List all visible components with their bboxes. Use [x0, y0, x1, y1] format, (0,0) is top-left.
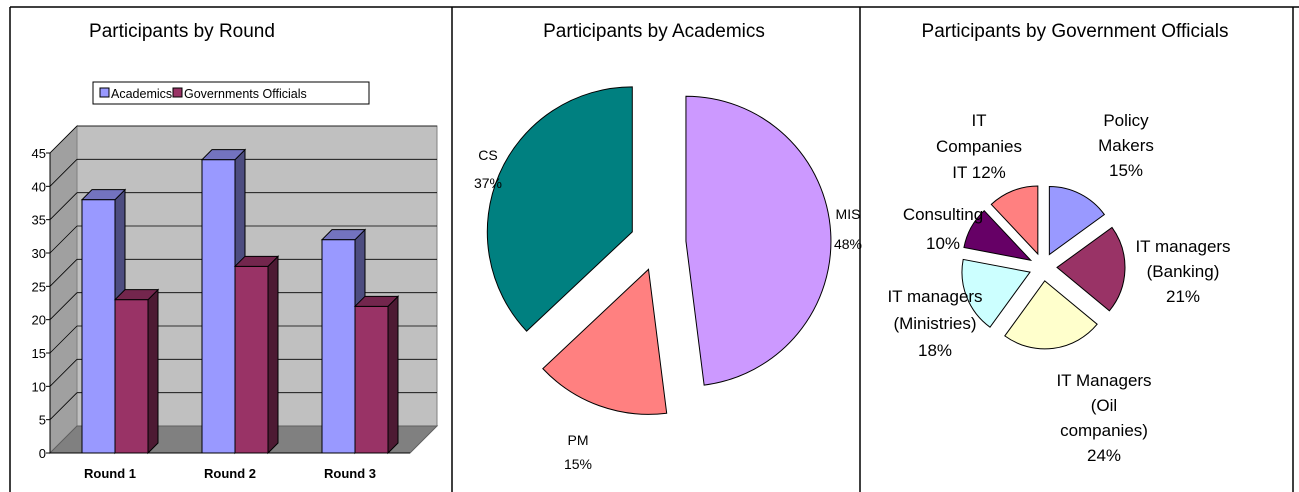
x-tick-label: Round 3 — [324, 466, 376, 481]
slice-label-line: IT 12% — [952, 163, 1006, 182]
y-tick-label: 20 — [32, 313, 46, 328]
slice-label-line: 21% — [1166, 287, 1200, 306]
slice-label: MIS — [836, 206, 861, 222]
gov-pie: Policy Makers 15% IT managers (Banking) 21% IT… — [887, 111, 1230, 465]
bar-top — [353, 295, 400, 307]
y-tick-label: 5 — [39, 413, 46, 428]
x-tick-label: Round 1 — [84, 466, 136, 481]
y-tick-label: 30 — [32, 246, 46, 261]
slice-label-line: IT managers — [1135, 237, 1230, 256]
y-tick-label: 25 — [32, 279, 46, 294]
bar — [114, 299, 149, 454]
slice-label-line: (Banking) — [1147, 262, 1220, 281]
grid-diag — [49, 125, 78, 154]
pie-slice — [1056, 226, 1126, 312]
bar — [234, 265, 269, 454]
side-wall — [49, 124, 78, 455]
slice-label-line: 18% — [918, 341, 952, 360]
y-tick-label: 10 — [32, 379, 46, 394]
grid-diag — [49, 159, 78, 187]
bar-side — [267, 255, 279, 455]
bar-chart: 0 5 10 15 20 25 30 35 40 45 Round 1 Round 2 Round 3 — [32, 124, 439, 481]
bar-side — [387, 295, 399, 455]
slice-label-line: 15% — [1109, 161, 1143, 180]
bar-top — [200, 149, 247, 161]
slice-label-line: companies) — [1060, 421, 1148, 440]
y-tick-label: 15 — [32, 346, 46, 361]
bar — [354, 305, 389, 454]
grid-diag — [49, 225, 78, 254]
slice-label-line: Consulting — [903, 205, 983, 224]
bar-top — [113, 289, 160, 301]
grid-diag — [49, 192, 78, 220]
grid-diag — [49, 325, 78, 354]
slice-label-line: 24% — [1087, 446, 1121, 465]
pie-slice — [990, 185, 1039, 256]
slice-label-line: IT managers — [887, 287, 982, 306]
slice-label-line: IT Managers — [1056, 371, 1151, 390]
grid-diag — [49, 359, 78, 387]
slice-label-line: 10% — [926, 234, 960, 253]
pie-slice — [685, 95, 832, 386]
academics-pie: MIS 48% PM 15% CS 37% — [474, 86, 862, 472]
bar — [321, 239, 356, 454]
bar — [201, 159, 236, 454]
legend-swatch-officials — [172, 87, 183, 98]
slice-pct-label: 48% — [834, 236, 862, 252]
legend-label-officials: Governments Officials — [184, 87, 307, 101]
bar — [81, 199, 116, 454]
legend-box — [92, 81, 370, 105]
y-tick-label: 35 — [32, 213, 46, 228]
slice-label-line: Companies — [936, 137, 1022, 156]
grid-diag — [49, 392, 78, 420]
legend-swatch-academics — [99, 87, 110, 98]
pie-slice — [1048, 186, 1106, 256]
bar-legend: Academics Governments Officials — [92, 81, 370, 105]
slice-pct-label: 37% — [474, 175, 502, 191]
slice-label-line: Policy — [1103, 111, 1149, 130]
slice-label-line: Makers — [1098, 136, 1154, 155]
pie-slice — [542, 268, 668, 415]
pie-slice — [1004, 280, 1098, 350]
slice-label: CS — [478, 147, 497, 163]
slice-label-line: (Oil — [1091, 396, 1117, 415]
bar-side — [147, 288, 159, 455]
slice-pct-label: 15% — [564, 456, 592, 472]
bar-top — [80, 189, 127, 201]
gov-pie-title: Participants by Government Officials — [922, 21, 1229, 42]
x-tick-label: Round 2 — [204, 466, 256, 481]
slice-label: PM — [568, 432, 589, 448]
bar-top — [320, 229, 367, 241]
bar-chart-title: Participants by Round — [89, 21, 275, 42]
y-tick-label: 40 — [32, 179, 46, 194]
academics-pie-title: Participants by Academics — [543, 21, 765, 42]
bar-top — [233, 255, 280, 267]
pie-slice — [486, 86, 633, 332]
slice-label-line: (Ministries) — [893, 314, 976, 333]
legend-label-academics: Academics — [111, 87, 172, 101]
pie-slice — [963, 209, 1033, 262]
pie-slice — [961, 258, 1031, 328]
grid-diag — [49, 292, 78, 320]
slice-label-line: IT — [971, 111, 986, 130]
y-tick-label: 0 — [39, 446, 46, 461]
grid-diag — [49, 259, 78, 287]
y-tick-label: 45 — [32, 146, 46, 161]
